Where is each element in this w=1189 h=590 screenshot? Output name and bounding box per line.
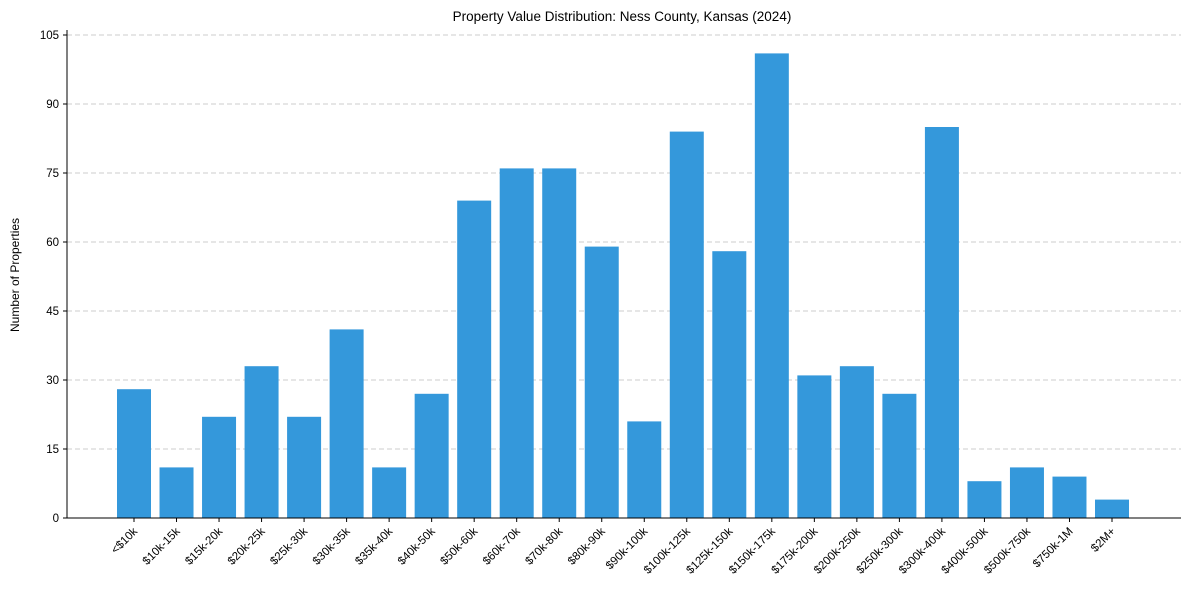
y-tick-label: 30 <box>46 375 59 387</box>
bar <box>882 393 917 518</box>
chart-title: Property Value Distribution: Ness County… <box>453 9 792 24</box>
axes <box>66 30 1181 519</box>
bar <box>414 393 449 518</box>
bar <box>457 200 492 518</box>
bar <box>1052 476 1087 518</box>
y-axis-label: Number of Properties <box>8 218 22 332</box>
bar <box>159 467 194 518</box>
bar <box>839 366 874 518</box>
x-tick-label: $20k-25k <box>226 525 268 567</box>
x-tick-label: <$10k <box>109 525 140 556</box>
x-tick-label: $30k-35k <box>311 525 353 567</box>
bar <box>669 131 704 518</box>
x-tick-label: $15k-20k <box>183 525 225 567</box>
x-tick-label: $60k-70k <box>481 525 523 567</box>
bar <box>117 389 151 518</box>
bar <box>329 329 364 518</box>
x-tick-label: $500k-750k <box>982 525 1033 576</box>
bar <box>499 168 534 518</box>
y-tick-label: 0 <box>53 513 59 525</box>
x-tick-label: $35k-40k <box>353 525 395 567</box>
x-tick-label: $2M+ <box>1089 525 1118 554</box>
y-tick-label: 15 <box>46 444 59 456</box>
bar <box>1095 499 1129 518</box>
x-tick-label: $750k-1M <box>1031 526 1076 571</box>
y-tick-label: 90 <box>46 99 59 111</box>
y-tick-label: 75 <box>46 168 59 180</box>
bar <box>1009 467 1044 518</box>
bar <box>287 416 322 518</box>
x-axis-ticks: <$10k $10k-15k $15k-20k $20k-25k $25k-30k $30… <box>109 518 1118 577</box>
bar <box>372 467 407 518</box>
x-tick-label: $50k-60k <box>438 525 480 567</box>
bars <box>117 53 1129 519</box>
bar <box>202 416 237 518</box>
x-tick-label: $25k-30k <box>268 525 310 567</box>
bar <box>627 421 662 518</box>
bar <box>754 53 789 519</box>
y-tick-label: 60 <box>46 237 59 249</box>
bar <box>967 481 1002 518</box>
x-tick-label: $10k-15k <box>141 525 183 567</box>
x-tick-label: $70k-80k <box>523 525 565 567</box>
bar <box>924 127 959 518</box>
bar <box>797 375 832 518</box>
bar <box>244 366 279 518</box>
bar <box>542 168 577 518</box>
x-tick-label: $40k-50k <box>396 525 438 567</box>
y-axis-ticks: 0 15 30 45 60 75 90 105 <box>40 30 67 525</box>
bar <box>712 251 747 518</box>
y-tick-label: 105 <box>40 30 59 42</box>
bar <box>584 246 619 518</box>
x-tick-label: $80k-90k <box>566 525 608 567</box>
gridlines <box>67 34 1181 450</box>
y-tick-label: 45 <box>46 306 59 318</box>
